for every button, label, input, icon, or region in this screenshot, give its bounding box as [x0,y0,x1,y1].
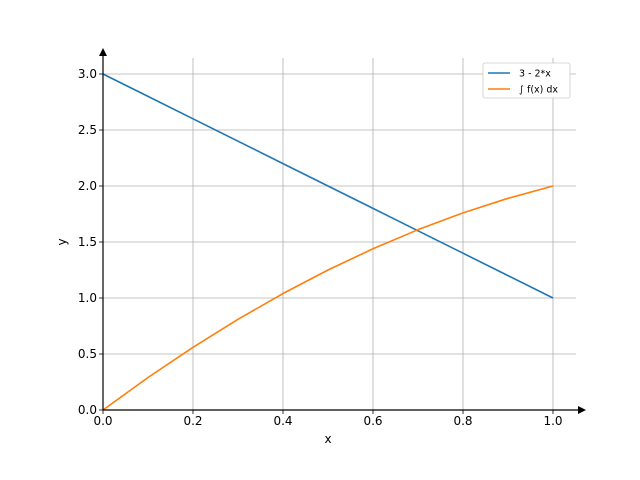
series-line-2 [102,185,554,411]
y-tick-label: 1.5 [78,235,97,249]
y-tick-label: 0.0 [78,403,97,417]
x-tick-label: 0.0 [93,414,112,428]
x-tick-label: 1.0 [543,414,562,428]
legend-label-1: 3 - 2*x [519,69,551,80]
x-tick-label: 0.2 [183,414,202,428]
y-axis-label: y [55,238,69,245]
x-axis-arrowhead [578,406,586,414]
y-tick-label: 0.5 [78,347,97,361]
legend: 3 - 2*x ∫ f(x) dx [482,62,571,99]
y-axis-arrowhead [99,48,107,56]
legend-label-2: ∫ f(x) dx [519,85,558,96]
axes [99,48,586,414]
y-tick-label: 1.0 [78,291,97,305]
x-tick-label: 0.8 [453,414,472,428]
y-tick-label: 2.5 [78,123,97,137]
grid [103,58,576,410]
y-tick-label: 3.0 [78,67,97,81]
ticks: 0.0 0.2 0.4 0.6 0.8 1.0 0.0 0.5 1.0 1.5 2.0 2.5 3.0 [78,67,563,428]
plot-series [102,73,554,411]
x-tick-label: 0.6 [363,414,382,428]
x-tick-label: 0.4 [273,414,292,428]
x-axis-label: x [324,432,331,446]
y-tick-label: 2.0 [78,179,97,193]
series-line-1 [102,73,554,299]
